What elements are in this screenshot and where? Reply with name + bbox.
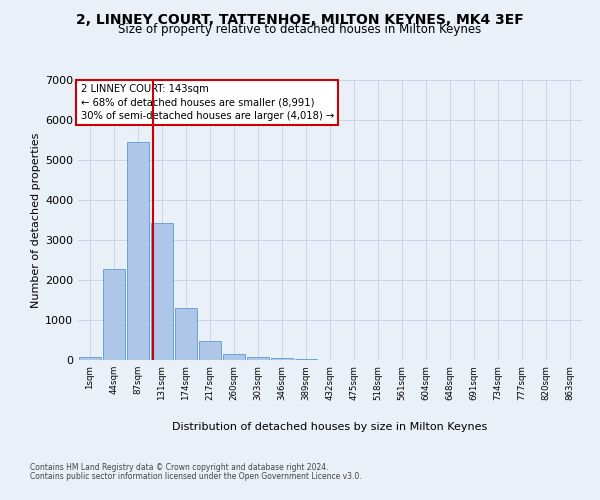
Bar	[151, 223, 173, 360]
Bar	[247, 356, 269, 360]
Text: 2, LINNEY COURT, TATTENHOE, MILTON KEYNES, MK4 3EF: 2, LINNEY COURT, TATTENHOE, MILTON KEYNE…	[76, 12, 524, 26]
Y-axis label: Number of detached properties: Number of detached properties	[31, 132, 41, 308]
Bar	[103, 269, 125, 360]
Bar	[295, 359, 317, 360]
Text: Size of property relative to detached houses in Milton Keynes: Size of property relative to detached ho…	[118, 22, 482, 36]
Bar	[175, 308, 197, 360]
Bar	[127, 142, 149, 360]
Text: Distribution of detached houses by size in Milton Keynes: Distribution of detached houses by size …	[172, 422, 488, 432]
Bar	[271, 358, 293, 360]
Text: Contains public sector information licensed under the Open Government Licence v3: Contains public sector information licen…	[30, 472, 362, 481]
Bar	[223, 354, 245, 360]
Bar	[199, 341, 221, 360]
Bar	[79, 357, 101, 360]
Text: 2 LINNEY COURT: 143sqm
← 68% of detached houses are smaller (8,991)
30% of semi-: 2 LINNEY COURT: 143sqm ← 68% of detached…	[80, 84, 334, 120]
Text: Contains HM Land Registry data © Crown copyright and database right 2024.: Contains HM Land Registry data © Crown c…	[30, 464, 329, 472]
